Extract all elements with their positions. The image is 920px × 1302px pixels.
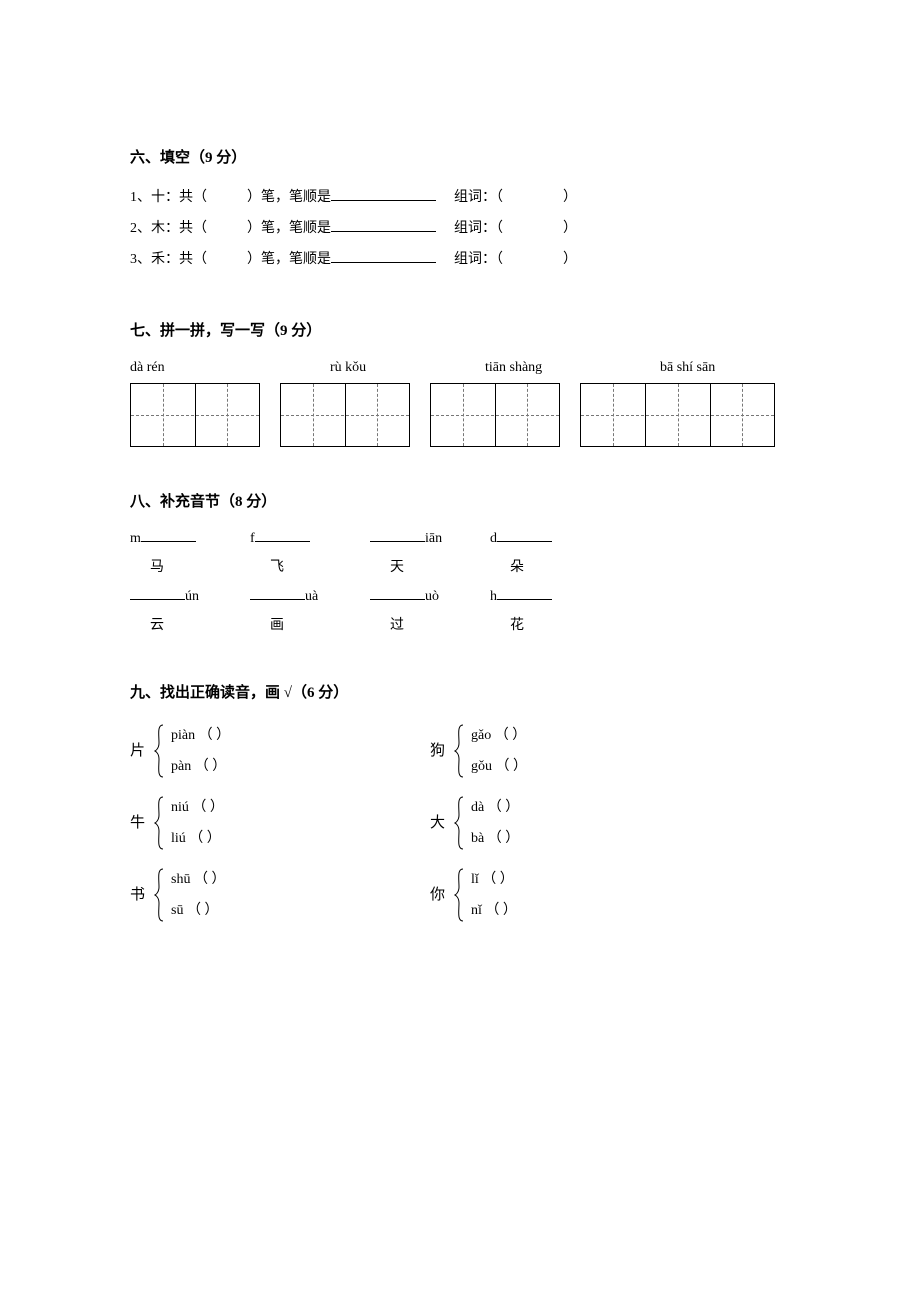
section-8-body: m f iān d 马飞天朵 ún uà uò h 云画过花 (130, 526, 790, 639)
pronunciation-item: 大 dà （ ） bà （ ） (430, 795, 730, 851)
section-7-title: 七、拼一拼，写一写（9 分） (130, 318, 790, 345)
tianzige-grid[interactable] (580, 383, 775, 447)
pinyin-label: bā shí sān (660, 355, 715, 380)
syllable-blank[interactable] (497, 527, 552, 542)
text-c: 组词：（ (454, 190, 503, 205)
tianzige-grid[interactable] (130, 383, 260, 447)
character: 书 (130, 882, 145, 909)
stroke-order-blank[interactable] (331, 186, 436, 201)
brace-icon (153, 795, 167, 851)
pinyin-label: dà rén (130, 355, 165, 380)
syllable-blank[interactable] (497, 585, 552, 600)
pronunciation-item: 片 piàn （ ） pàn （ ） (130, 723, 430, 779)
text-d: ） (563, 190, 577, 205)
pronunciation-item: 书 shū （ ） sū （ ） (130, 867, 430, 923)
text-b: ）笔，笔顺是 (247, 252, 331, 267)
syllable-char: 画 (250, 613, 370, 638)
syllable-char: 天 (370, 555, 490, 580)
pronunciation-option[interactable]: gǒu （ ） (471, 754, 527, 779)
section-6-item: 1、十：共（ ）笔，笔顺是 组词：（ ） (130, 182, 790, 213)
pinyin-label: rù kǒu (330, 355, 366, 380)
syllable-char: 云 (130, 613, 250, 638)
tianzige-grid[interactable] (430, 383, 560, 447)
pronunciation-item: 你 lǐ （ ） nǐ （ ） (430, 867, 730, 923)
text-d: ） (563, 252, 577, 267)
character: 你 (430, 882, 445, 909)
syllable-prefix: m (130, 531, 141, 546)
syllable-char: 过 (370, 613, 490, 638)
character: 片 (130, 738, 145, 765)
section-6-item: 2、木：共（ ）笔，笔顺是 组词：（ ） (130, 213, 790, 244)
syllable-char: 飞 (250, 555, 370, 580)
character: 牛 (130, 810, 145, 837)
syllable-blank[interactable] (141, 527, 196, 542)
pronunciation-option[interactable]: nǐ （ ） (471, 898, 517, 923)
section-7-grid-row (130, 383, 790, 447)
syllable-suffix: ún (185, 589, 199, 604)
pronunciation-option[interactable]: gǎo （ ） (471, 723, 527, 748)
syllable-fill[interactable]: uò (370, 584, 490, 609)
syllable-suffix: uò (425, 589, 439, 604)
stroke-order-blank[interactable] (331, 248, 436, 263)
pronunciation-item: 狗 gǎo （ ） gǒu （ ） (430, 723, 730, 779)
character: 大 (430, 810, 445, 837)
text-c: 组词：（ (454, 252, 503, 267)
syllable-char: 马 (130, 555, 250, 580)
pronunciation-option[interactable]: dà （ ） (471, 795, 519, 820)
brace-icon (453, 723, 467, 779)
item-num: 1、十：共（ (130, 190, 207, 205)
syllable-prefix: d (490, 531, 497, 546)
syllable-fill[interactable]: uà (250, 584, 370, 609)
brace-icon (453, 867, 467, 923)
pronunciation-option[interactable]: piàn （ ） (171, 723, 230, 748)
syllable-fill[interactable]: iān (370, 526, 490, 551)
text-d: ） (563, 221, 577, 236)
worksheet-page: 六、填空（9 分） 1、十：共（）笔，笔顺是组词：（）2、木：共（）笔，笔顺是组… (0, 0, 920, 1302)
syllable-blank[interactable] (250, 585, 305, 600)
section-6-body: 1、十：共（）笔，笔顺是组词：（）2、木：共（）笔，笔顺是组词：（）3、禾：共（… (130, 182, 790, 276)
stroke-order-blank[interactable] (331, 217, 436, 232)
syllable-suffix: uà (305, 589, 318, 604)
text-b: ）笔，笔顺是 (247, 190, 331, 205)
syllable-fill[interactable]: f (250, 526, 370, 551)
section-9-body: 片 piàn （ ） pàn （ ） 狗 gǎo （ ） gǒu （ ） 牛 niú （ ） l… (130, 723, 790, 923)
pronunciation-option[interactable]: sū （ ） (171, 898, 225, 923)
syllable-char: 朵 (490, 555, 610, 580)
pronunciation-option[interactable]: liú （ ） (171, 826, 224, 851)
brace-icon (453, 795, 467, 851)
syllable-fill[interactable]: m (130, 526, 250, 551)
section-6-title: 六、填空（9 分） (130, 145, 790, 172)
syllable-blank[interactable] (255, 527, 310, 542)
pinyin-label: tiān shàng (485, 355, 542, 380)
section-6-item: 3、禾：共（ ）笔，笔顺是 组词：（ ） (130, 244, 790, 275)
text-b: ）笔，笔顺是 (247, 221, 331, 236)
item-num: 2、木：共（ (130, 221, 207, 236)
tianzige-grid[interactable] (280, 383, 410, 447)
section-8-title: 八、补充音节（8 分） (130, 489, 790, 516)
brace-icon (153, 867, 167, 923)
syllable-blank[interactable] (370, 527, 425, 542)
syllable-suffix: iān (425, 531, 442, 546)
section-9-title: 九、找出正确读音，画 √（6 分） (130, 680, 790, 707)
brace-icon (153, 723, 167, 779)
item-num: 3、禾：共（ (130, 252, 207, 267)
syllable-blank[interactable] (370, 585, 425, 600)
pronunciation-option[interactable]: lǐ （ ） (471, 867, 517, 892)
pronunciation-option[interactable]: bà （ ） (471, 826, 519, 851)
pronunciation-option[interactable]: shū （ ） (171, 867, 225, 892)
syllable-fill[interactable]: ún (130, 584, 250, 609)
syllable-char: 花 (490, 613, 610, 638)
pronunciation-item: 牛 niú （ ） liú （ ） (130, 795, 430, 851)
syllable-fill[interactable]: d (490, 526, 610, 551)
syllable-blank[interactable] (130, 585, 185, 600)
character: 狗 (430, 738, 445, 765)
text-c: 组词：（ (454, 221, 503, 236)
pronunciation-option[interactable]: niú （ ） (171, 795, 224, 820)
syllable-fill[interactable]: h (490, 584, 610, 609)
pronunciation-option[interactable]: pàn （ ） (171, 754, 230, 779)
syllable-prefix: h (490, 589, 497, 604)
section-7-pinyin-row: dà rén rù kǒu tiān shàng bā shí sān (130, 355, 790, 377)
